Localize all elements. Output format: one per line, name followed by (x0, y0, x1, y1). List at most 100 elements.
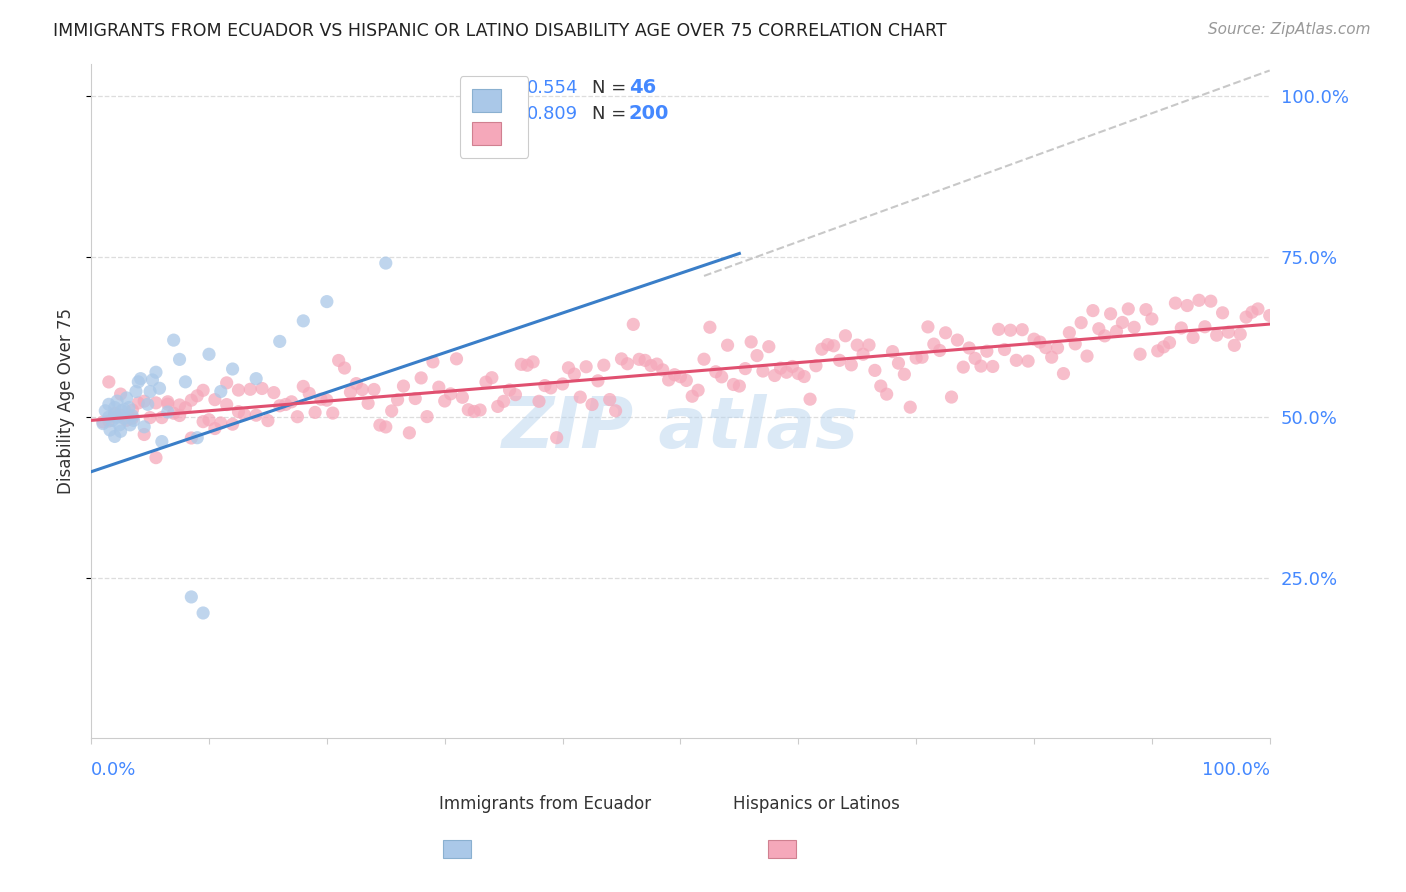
Point (492, 394, 515, 409)
Point (97, 414, 120, 428)
Point (970, 359, 993, 373)
Point (180, 431, 202, 445)
Point (387, 392, 409, 407)
Point (734, 361, 756, 376)
Point (887, 356, 910, 370)
Point (257, 414, 280, 428)
Point (1116, 301, 1139, 316)
Point (134, 394, 156, 409)
Point (599, 392, 621, 407)
Point (169, 398, 191, 412)
Point (1000, 323, 1022, 337)
Point (1052, 367, 1074, 381)
Text: N =: N = (592, 105, 633, 123)
Point (1081, 303, 1104, 318)
Point (204, 392, 226, 407)
Point (91, 417, 114, 431)
Point (1029, 334, 1052, 349)
Point (592, 358, 614, 372)
Point (209, 416, 232, 430)
Point (858, 338, 880, 352)
Point (852, 347, 875, 361)
Point (104, 401, 127, 415)
Point (91, 415, 114, 429)
Point (427, 380, 450, 394)
Point (315, 294, 337, 309)
Point (987, 322, 1010, 336)
Point (215, 398, 238, 412)
Point (1223, 338, 1246, 352)
Point (804, 359, 827, 373)
Point (1059, 326, 1081, 340)
Point (392, 379, 415, 393)
Point (136, 397, 159, 411)
Point (876, 387, 898, 401)
Point (145, 396, 167, 410)
Point (981, 359, 1004, 374)
Point (586, 374, 609, 388)
Point (127, 375, 149, 389)
Point (505, 387, 527, 401)
Point (134, 427, 156, 442)
Point (928, 343, 950, 358)
Point (976, 344, 998, 359)
Point (221, 362, 243, 376)
Point (122, 413, 145, 427)
Point (527, 394, 550, 409)
Point (156, 394, 179, 409)
Point (551, 376, 574, 391)
Point (935, 326, 957, 340)
Point (486, 400, 509, 414)
Point (498, 383, 520, 397)
Point (108, 417, 131, 432)
Point (752, 364, 775, 378)
Point (156, 405, 179, 419)
Point (121, 411, 143, 425)
Point (233, 408, 256, 422)
Point (304, 405, 326, 419)
Point (381, 404, 404, 418)
Point (127, 396, 149, 410)
Point (516, 358, 538, 372)
Point (693, 352, 716, 367)
Point (309, 392, 332, 407)
Legend: , : , (460, 77, 529, 158)
Point (280, 394, 302, 409)
Point (292, 379, 315, 393)
Point (287, 409, 309, 424)
Point (952, 360, 974, 375)
Point (475, 375, 498, 389)
Point (398, 425, 420, 440)
Point (616, 357, 638, 371)
Point (1153, 340, 1175, 354)
Point (315, 393, 337, 408)
Point (250, 382, 273, 396)
Point (141, 373, 163, 387)
Point (1188, 293, 1211, 308)
Point (898, 400, 921, 414)
Point (621, 318, 644, 332)
Text: 0.809: 0.809 (527, 105, 578, 123)
Point (1046, 341, 1069, 355)
Point (675, 374, 697, 388)
Point (1035, 341, 1057, 355)
Point (946, 333, 969, 347)
Point (540, 381, 562, 395)
Point (125, 384, 148, 399)
Point (339, 385, 361, 400)
Point (1247, 301, 1270, 316)
Text: Immigrants from Ecuador: Immigrants from Ecuador (439, 796, 651, 814)
Point (1017, 354, 1039, 368)
Point (121, 409, 143, 423)
Point (546, 431, 568, 445)
Point (269, 399, 291, 413)
Point (799, 392, 821, 407)
Point (957, 341, 980, 355)
Point (863, 363, 886, 377)
Point (1135, 302, 1157, 317)
Point (333, 361, 356, 376)
Text: 46: 46 (628, 78, 655, 97)
Point (811, 342, 834, 356)
Point (1070, 316, 1092, 330)
Point (965, 351, 987, 366)
